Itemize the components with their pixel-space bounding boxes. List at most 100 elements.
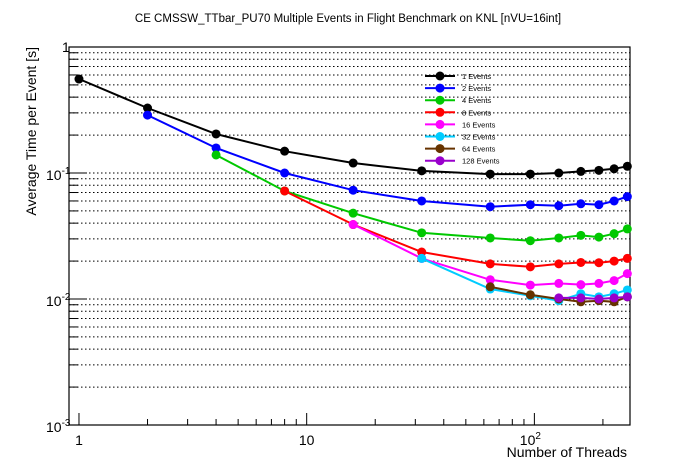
legend-label: 16 Events <box>462 120 496 129</box>
data-point <box>622 269 632 279</box>
data-point <box>525 169 535 179</box>
data-point <box>143 110 153 120</box>
series-group <box>74 74 632 307</box>
legend-marker <box>435 71 445 81</box>
data-point <box>622 253 632 263</box>
data-point <box>348 220 358 230</box>
data-point <box>622 292 632 302</box>
y-tick-base: 10 <box>46 167 62 183</box>
x-tick-exponent: 2 <box>535 431 541 442</box>
y-tick-base: 10 <box>46 293 62 309</box>
x-axis-label: Number of Threads <box>507 444 627 460</box>
y-tick-label: 1 <box>62 39 70 55</box>
legend-entry: 4 Events <box>425 95 491 105</box>
x-tick-base: 10 <box>520 432 536 448</box>
data-point <box>609 229 619 239</box>
data-point <box>554 259 564 269</box>
series-1-events <box>74 74 632 179</box>
data-point <box>622 224 632 234</box>
series-4-events <box>211 150 632 246</box>
data-point <box>594 258 604 268</box>
data-point <box>576 230 586 240</box>
legend-marker <box>435 144 445 154</box>
series-line <box>284 190 628 268</box>
x-tick-label: 102 <box>520 431 542 448</box>
data-point <box>485 259 495 269</box>
legend-entry: 8 Events <box>425 107 491 117</box>
data-point <box>211 150 221 160</box>
y-tick-base: 10 <box>46 419 62 435</box>
data-point <box>417 228 427 238</box>
legend-label: 32 Events <box>462 133 496 142</box>
legend-marker <box>435 119 445 129</box>
data-point <box>485 282 495 292</box>
legend-marker <box>435 107 445 117</box>
data-point <box>576 257 586 267</box>
data-point <box>525 236 535 246</box>
data-point <box>525 200 535 210</box>
data-point <box>622 161 632 171</box>
data-point <box>594 165 604 175</box>
legend-label: 1 Events <box>462 72 491 81</box>
data-point <box>609 293 619 303</box>
data-point <box>74 74 84 84</box>
x-tick-base: 10 <box>299 432 315 448</box>
data-point <box>576 199 586 209</box>
legend-label: 4 Events <box>462 96 491 105</box>
data-point <box>594 232 604 242</box>
data-point <box>554 201 564 211</box>
y-tick-exponent: -3 <box>62 418 71 429</box>
y-tick-label: 10-3 <box>46 418 71 435</box>
data-point <box>211 129 221 139</box>
data-point <box>143 103 153 113</box>
data-point <box>622 192 632 202</box>
legend-marker <box>435 132 445 141</box>
data-point <box>609 164 619 174</box>
data-point <box>417 166 427 176</box>
data-point <box>576 293 586 303</box>
data-point <box>554 168 564 178</box>
series-line <box>147 114 628 208</box>
data-point <box>576 166 586 176</box>
legend-entry: 1 Events <box>425 71 491 81</box>
x-tick-base: 1 <box>75 432 83 448</box>
x-tick-label: 1 <box>75 432 83 448</box>
x-tick-label: 10 <box>299 432 315 448</box>
data-point <box>554 293 564 303</box>
data-point <box>594 200 604 210</box>
series-128-events <box>554 292 632 304</box>
data-point <box>554 233 564 243</box>
data-point <box>485 275 495 285</box>
legend-entry: 64 Events <box>425 144 496 154</box>
data-point <box>348 185 358 195</box>
data-point <box>485 233 495 243</box>
data-point <box>525 280 535 290</box>
grid <box>69 52 630 388</box>
series-8-events <box>280 186 632 272</box>
data-point <box>525 290 535 300</box>
data-point <box>609 256 619 266</box>
y-tick-exponent: -1 <box>62 166 71 177</box>
data-point <box>417 253 427 263</box>
series-16-events <box>348 220 632 290</box>
data-point <box>417 247 427 257</box>
data-point <box>576 280 586 290</box>
y-tick-exponent: -2 <box>62 292 71 303</box>
legend-label: 8 Events <box>462 108 491 117</box>
legend-marker <box>435 83 445 93</box>
legend-entry: 16 Events <box>425 119 496 129</box>
legend: 1 Events 2 Events 4 Events 8 Events 16 Event… <box>425 71 500 166</box>
data-point <box>348 158 358 168</box>
data-point <box>280 146 290 156</box>
data-point <box>609 196 619 206</box>
legend-marker <box>435 156 445 166</box>
data-point <box>594 278 604 288</box>
y-axis-label: Average Time per Event [s] <box>23 47 39 216</box>
legend-label: 2 Events <box>462 84 491 93</box>
data-point <box>554 278 564 288</box>
legend-label: 128 Events <box>462 157 500 166</box>
data-point <box>594 294 604 304</box>
data-point <box>417 196 427 206</box>
